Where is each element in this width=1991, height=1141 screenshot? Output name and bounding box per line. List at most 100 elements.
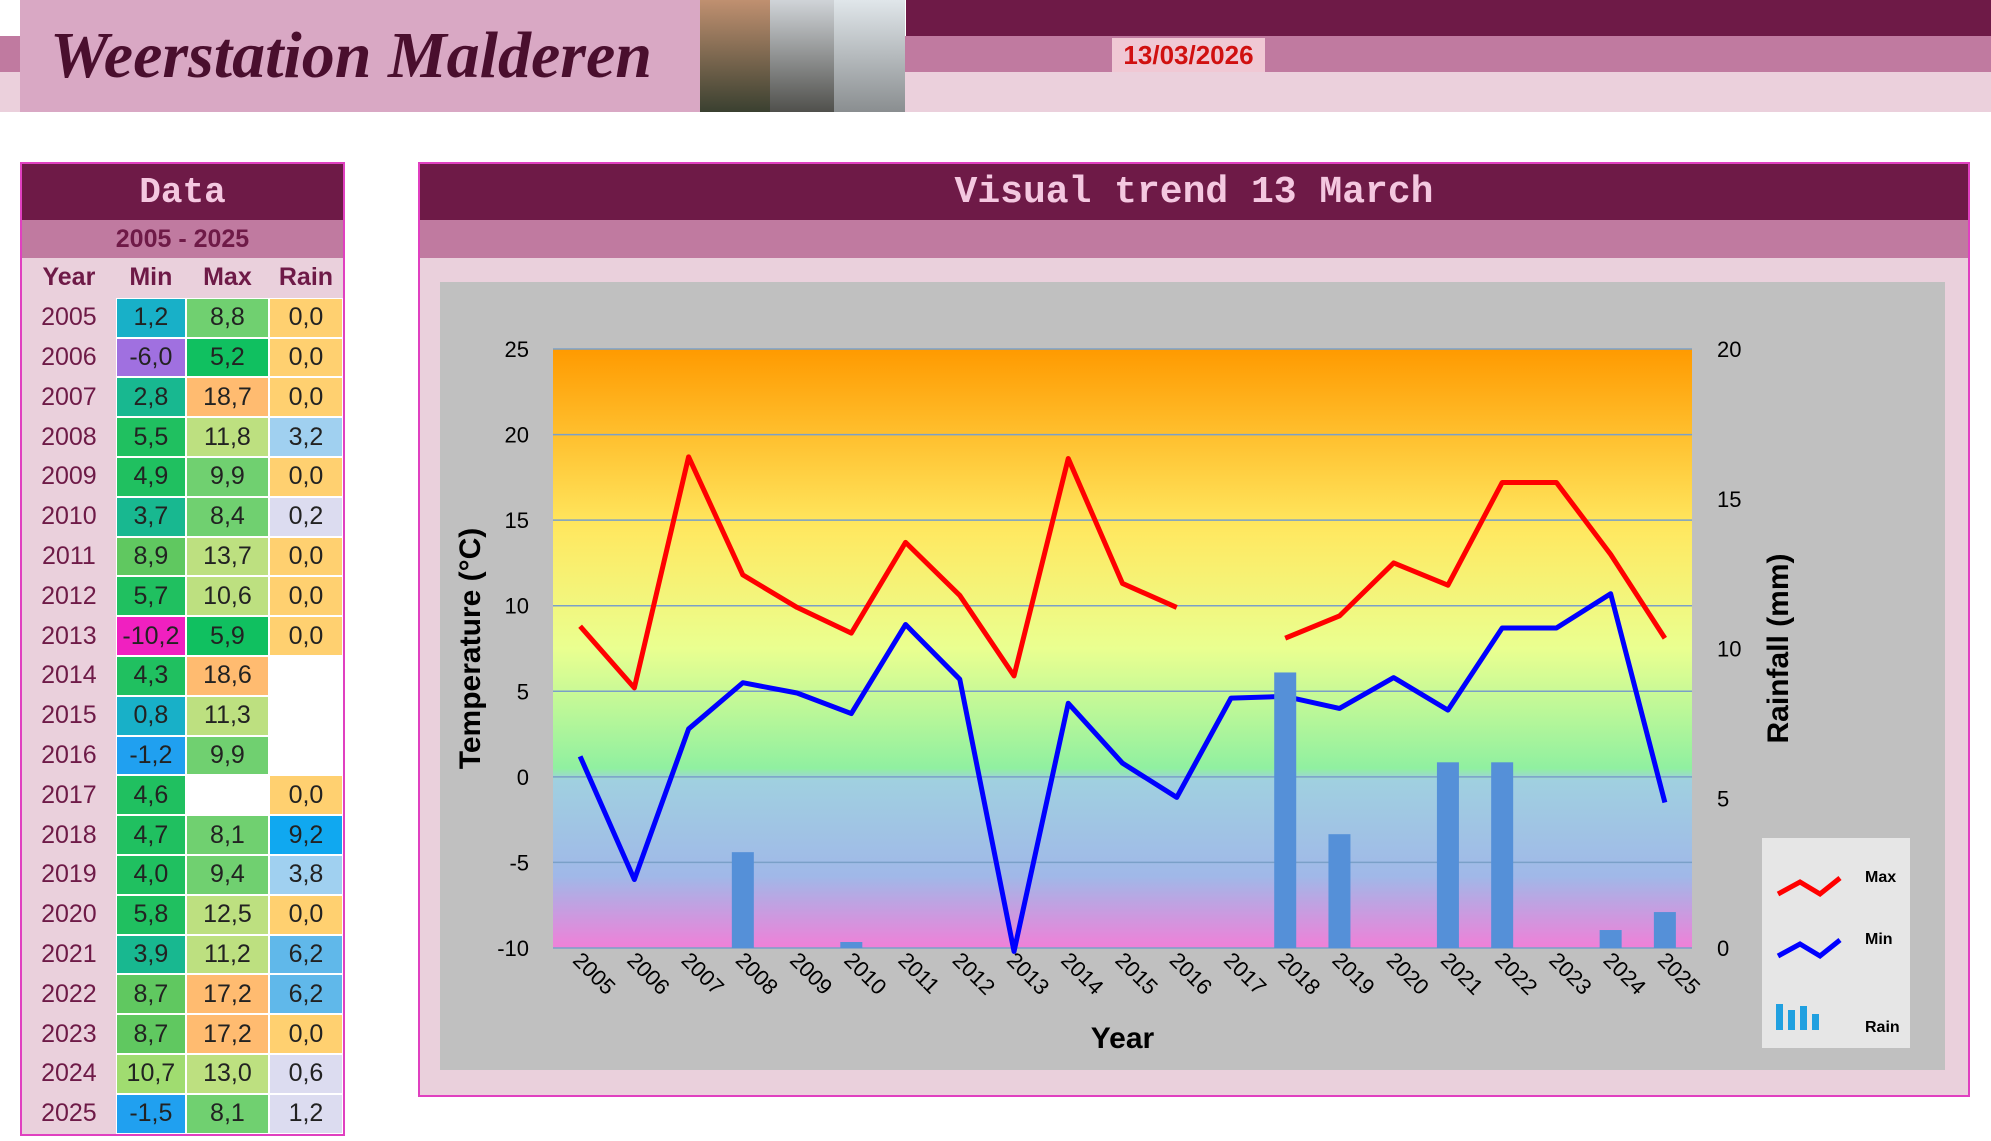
table-cell: 2020 (41, 900, 97, 929)
table-cell: 13,0 (185, 1053, 269, 1094)
table-cell: 18,7 (185, 377, 269, 418)
table-cell: 17,2 (185, 1014, 269, 1054)
table-cell: 9,2 (268, 815, 343, 855)
table-row: 2023 8,7 17,2 0,0 (22, 1014, 343, 1054)
table-row: 2005 1,2 8,8 0,0 (22, 297, 343, 338)
table-cell: 0,0 (268, 536, 343, 577)
table-cell: 9,9 (185, 456, 269, 497)
table-row: 2009 4,9 9,9 0,0 (22, 456, 343, 497)
column-header: Max (203, 263, 252, 292)
legend-swatch (1788, 1010, 1795, 1030)
legend-swatch (1776, 876, 1842, 898)
table-row: 2010 3,7 8,4 0,2 (22, 496, 343, 537)
table-cell: 5,5 (115, 417, 186, 457)
table-cell (268, 735, 343, 776)
table-cell: 11,8 (185, 417, 269, 457)
table-cell: 5,7 (115, 576, 186, 617)
table-cell: 8,4 (185, 496, 269, 537)
table-cell: 4,0 (115, 854, 186, 895)
table-cell: 2010 (41, 502, 97, 531)
table-cell: 18,6 (185, 655, 269, 696)
table-cell: 2005 (41, 303, 97, 332)
table-cell: 2012 (41, 581, 97, 610)
table-row: 2020 5,8 12,5 0,0 (22, 894, 343, 935)
table-cell: 5,8 (115, 894, 186, 935)
legend-label: Rain (1865, 1019, 1900, 1036)
table-cell: 5,9 (185, 616, 269, 656)
column-header: Min (129, 263, 173, 292)
table-cell: 2015 (41, 701, 97, 730)
table-cell: 0,0 (268, 337, 343, 378)
table-cell: 9,4 (185, 854, 269, 895)
table-cell: 2018 (41, 820, 97, 849)
table-cell: 2011 (42, 541, 96, 570)
table-cell: 9,9 (185, 735, 269, 776)
y-tick-label: 15 (505, 508, 529, 533)
table-cell: 4,3 (115, 655, 186, 696)
bar (1274, 672, 1297, 948)
y2-tick-label: 15 (1717, 487, 1741, 512)
table-cell: 3,2 (268, 417, 343, 457)
table-cell: 2014 (41, 661, 97, 690)
y-tick-label: 20 (505, 423, 529, 448)
table-row: 2014 4,3 18,6 (22, 655, 343, 696)
table-row: 2006 -6,0 5,2 0,0 (22, 337, 343, 378)
legend-swatch (1812, 1014, 1819, 1030)
table-cell: 0,0 (268, 775, 343, 816)
table-row: 2018 4,7 8,1 9,2 (22, 815, 343, 855)
table-cell: 2,8 (115, 377, 186, 418)
table-row: 2007 2,8 18,7 0,0 (22, 377, 343, 418)
y-tick-label: 10 (505, 594, 529, 619)
table-cell: 2022 (41, 979, 97, 1008)
legend-swatch (1776, 938, 1842, 960)
table-cell: 8,1 (185, 815, 269, 855)
table-cell: 12,5 (185, 894, 269, 935)
table-cell: 10,7 (115, 1053, 186, 1094)
table-cell: 2008 (41, 422, 97, 451)
table-cell: 8,7 (115, 974, 186, 1015)
table-cell: 2025 (41, 1099, 97, 1128)
y-axis-label: Temperature (°C) (454, 528, 487, 769)
bar (1491, 762, 1514, 948)
table-cell: 3,9 (115, 934, 186, 975)
table-cell: 0,6 (268, 1053, 343, 1094)
table-cell: 1,2 (268, 1093, 343, 1134)
table-row: 2008 5,5 11,8 3,2 (22, 417, 343, 457)
table-cell (268, 695, 343, 736)
table-row: 2013 -10,2 5,9 0,0 (22, 616, 343, 656)
table-row: 2016 -1,2 9,9 (22, 735, 343, 776)
table-cell: 8,1 (185, 1093, 269, 1134)
legend-label: Max (1865, 869, 1896, 886)
site-title: Weerstation Malderen (20, 0, 700, 112)
table-cell (185, 775, 269, 816)
legend-swatch (1800, 1006, 1807, 1030)
table-cell: 3,8 (268, 854, 343, 895)
table-cell: 2007 (41, 382, 97, 411)
table-row: 2015 0,8 11,3 (22, 695, 343, 736)
table-cell: 0,0 (268, 1014, 343, 1054)
table-range: 2005 - 2025 (22, 220, 343, 258)
y-tick-label: 5 (517, 679, 529, 704)
table-cell: 3,7 (115, 496, 186, 537)
table-cell: 0,0 (268, 297, 343, 338)
table-row: 2012 5,7 10,6 0,0 (22, 576, 343, 617)
bar (1436, 762, 1459, 948)
table-cell: -10,2 (115, 616, 186, 656)
legend-item: Rain (1776, 1004, 1900, 1036)
table-row: 2025 -1,5 8,1 1,2 (22, 1093, 343, 1134)
table-cell: 2017 (41, 780, 97, 809)
line (578, 454, 1667, 691)
legend-swatch (1776, 1004, 1783, 1030)
chart-title: Visual trend 13 March (420, 164, 1968, 220)
table-cell: 4,9 (115, 456, 186, 497)
table-cell: 13,7 (185, 536, 269, 577)
column-header: Rain (278, 263, 334, 292)
table-cell: 2023 (41, 1019, 97, 1048)
table-cell: 2013 (41, 621, 97, 650)
table-cell: 4,7 (115, 815, 186, 855)
table-cell: 0,0 (268, 377, 343, 418)
y-tick-label: 0 (517, 765, 529, 790)
table-cell: 2006 (41, 342, 97, 371)
table-cell: 4,6 (115, 775, 186, 816)
